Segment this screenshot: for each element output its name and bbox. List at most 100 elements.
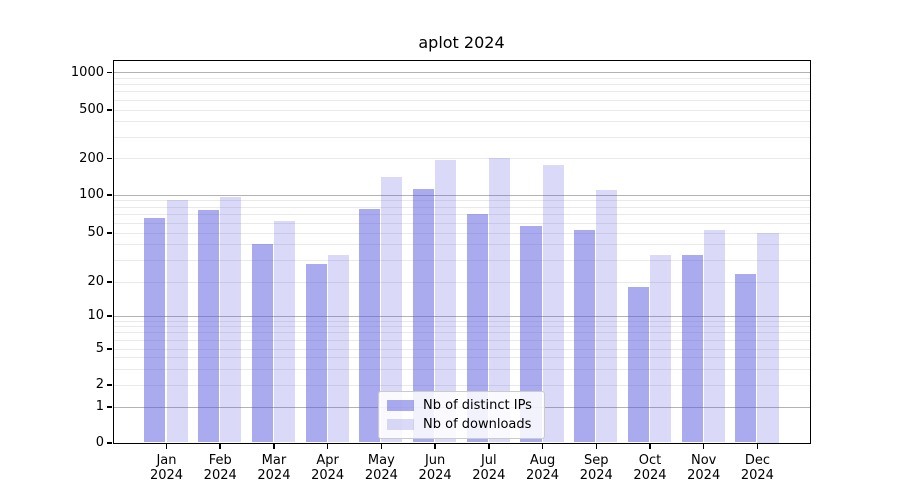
x-tick-label-oct-2024: Oct 2024: [633, 453, 667, 483]
bar-jan-2024-nb-of-distinct-ips: [144, 218, 166, 443]
bar-may-2024-nb-of-distinct-ips: [359, 208, 381, 443]
gridline-minor-300: [113, 136, 810, 138]
y-tick-label-100: 100: [79, 187, 104, 202]
gridline-minor-80: [113, 206, 810, 208]
bar-mar-2024-nb-of-distinct-ips: [251, 244, 273, 443]
bar-may-2024-nb-of-downloads: [381, 176, 403, 443]
bar-sep-2024-nb-of-downloads: [596, 190, 618, 443]
gridline-minor-90: [113, 200, 810, 202]
bar-feb-2024-nb-of-distinct-ips: [198, 210, 220, 443]
bar-apr-2024-nb-of-downloads: [327, 254, 349, 443]
gridline-minor-6: [113, 339, 810, 341]
gridline-minor-2: [113, 384, 810, 386]
y-tick-label-5: 5: [95, 341, 104, 356]
y-tick-label-200: 200: [79, 150, 104, 166]
gridline-minor-9: [113, 320, 810, 322]
y-tick-mark-500: [107, 109, 112, 111]
y-tick-mark-50: [107, 232, 112, 234]
y-tick-label-2: 2: [95, 377, 104, 392]
x-tick-label-apr-2024: Apr 2024: [311, 453, 345, 483]
gridline-minor-7: [113, 332, 810, 334]
legend-label-distinct-ips: Nb of distinct IPs: [423, 397, 532, 413]
y-tick-mark-2: [107, 384, 112, 386]
x-tick-mark-nov-2024: [702, 444, 705, 449]
gridline-minor-800: [113, 84, 810, 86]
gridline-minor-30: [113, 259, 810, 261]
y-tick-label-0: 0: [95, 435, 104, 450]
plot-area: [112, 59, 811, 444]
y-tick-label-20: 20: [87, 274, 104, 289]
gridline-minor-3: [113, 368, 810, 370]
x-tick-label-may-2024: May 2024: [364, 453, 398, 483]
bar-nov-2024-nb-of-distinct-ips: [681, 254, 703, 443]
gridline-minor-50: [113, 232, 810, 234]
y-tick-label-50: 50: [87, 225, 104, 240]
y-tick-mark-100: [107, 194, 112, 196]
bar-feb-2024-nb-of-downloads: [220, 196, 242, 443]
gridline-minor-700: [113, 91, 810, 93]
gridline-minor-60: [113, 222, 810, 224]
x-tick-label-jan-2024: Jan 2024: [149, 453, 184, 483]
y-tick-mark-0: [107, 442, 112, 444]
y-tick-mark-5: [107, 348, 112, 350]
legend-swatch-downloads: [387, 419, 414, 430]
x-tick-label-feb-2024: Feb 2024: [203, 453, 237, 483]
bar-dec-2024-nb-of-downloads: [757, 232, 779, 443]
x-tick-mark-dec-2024: [756, 444, 759, 449]
bar-dec-2024-nb-of-distinct-ips: [735, 274, 757, 443]
gridline-minor-600: [113, 99, 810, 101]
bar-mar-2024-nb-of-downloads: [273, 220, 296, 443]
gridline-minor-900: [113, 77, 810, 79]
y-tick-label-1: 1: [95, 399, 104, 414]
x-tick-mark-mar-2024: [273, 444, 275, 449]
x-tick-label-jul-2024: Jul 2024: [472, 453, 506, 483]
bar-oct-2024-nb-of-downloads: [649, 254, 672, 443]
legend-swatch-distinct-ips: [387, 400, 414, 411]
x-tick-label-jun-2024: Jun 2024: [418, 453, 452, 483]
x-tick-mark-apr-2024: [326, 444, 329, 449]
x-tick-mark-jan-2024: [165, 444, 168, 449]
gridline-minor-5: [113, 348, 810, 350]
y-tick-label-500: 500: [79, 102, 104, 117]
y-tick-mark-20: [107, 281, 112, 283]
x-tick-label-mar-2024: Mar 2024: [257, 453, 291, 483]
gridline-major-100: [113, 194, 810, 196]
bar-nov-2024-nb-of-downloads: [703, 230, 725, 443]
gridline-minor-40: [113, 244, 810, 246]
gridline-minor-500: [113, 109, 810, 111]
bar-aug-2024-nb-of-distinct-ips: [520, 226, 542, 443]
legend: Nb of distinct IPs Nb of downloads: [378, 391, 545, 439]
x-tick-mark-jul-2024: [488, 444, 490, 449]
bar-aug-2024-nb-of-downloads: [542, 164, 564, 443]
bar-jun-2024-nb-of-downloads: [435, 160, 457, 443]
bar-apr-2024-nb-of-distinct-ips: [305, 263, 327, 443]
y-tick-label-1000: 1000: [70, 64, 104, 80]
gridline-minor-70: [113, 214, 810, 216]
x-tick-mark-aug-2024: [541, 444, 544, 449]
y-tick-mark-10: [107, 315, 112, 317]
gridline-minor-400: [113, 121, 810, 123]
x-tick-mark-oct-2024: [649, 444, 651, 449]
bar-sep-2024-nb-of-distinct-ips: [574, 230, 596, 443]
gridline-minor-4: [113, 357, 810, 359]
gridline-minor-20: [113, 281, 810, 283]
x-tick-label-dec-2024: Dec 2024: [740, 453, 774, 483]
gridline-minor-200: [113, 158, 810, 159]
bar-oct-2024-nb-of-distinct-ips: [627, 286, 649, 443]
bar-jul-2024-nb-of-downloads: [488, 158, 510, 443]
x-tick-mark-sep-2024: [595, 444, 597, 449]
x-tick-label-aug-2024: Aug 2024: [525, 453, 560, 483]
y-tick-mark-1: [107, 406, 112, 408]
x-tick-label-nov-2024: Nov 2024: [687, 453, 721, 483]
y-tick-mark-200: [107, 157, 112, 160]
gridline-major-10: [113, 315, 810, 317]
bar-jun-2024-nb-of-distinct-ips: [413, 188, 435, 443]
chart-title: aplot 2024: [418, 33, 505, 52]
legend-row-distinct-ips: Nb of distinct IPs: [387, 397, 544, 413]
x-tick-label-sep-2024: Sep 2024: [579, 453, 613, 483]
legend-label-downloads: Nb of downloads: [423, 416, 532, 432]
bar-jul-2024-nb-of-distinct-ips: [466, 214, 488, 443]
legend-row-downloads: Nb of downloads: [387, 416, 544, 432]
gridline-minor-8: [113, 326, 810, 328]
